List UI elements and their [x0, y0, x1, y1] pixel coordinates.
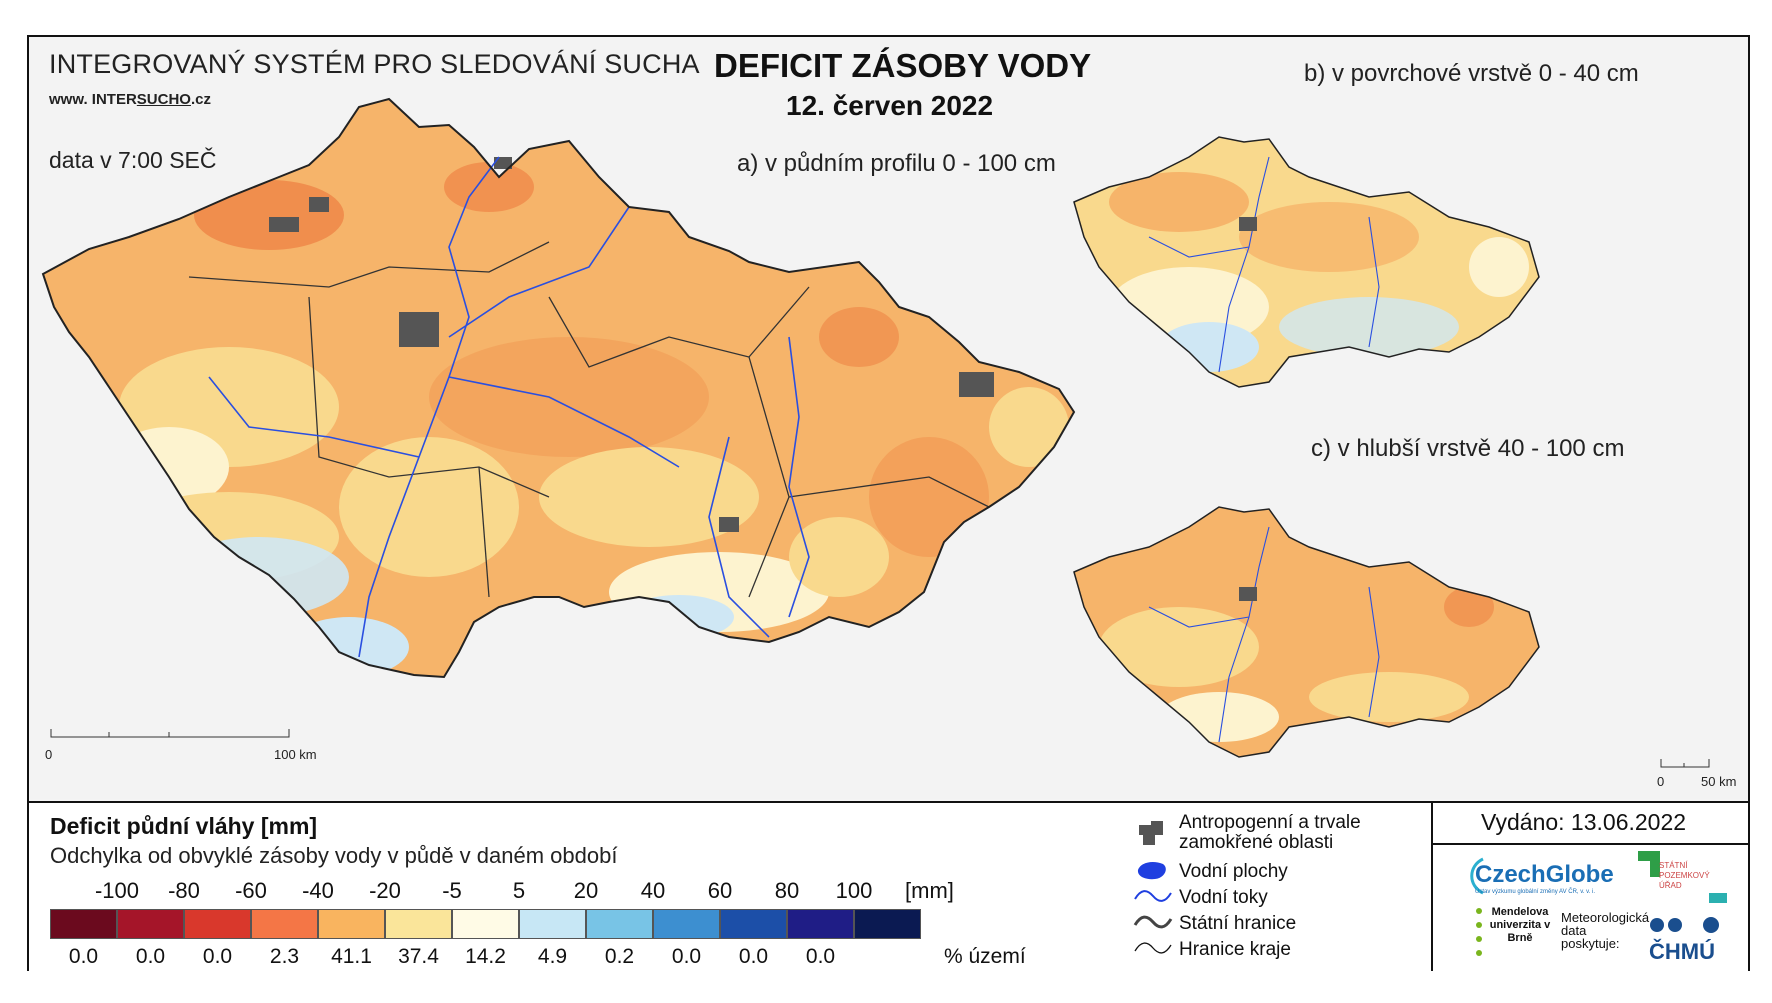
key-region-border: Hranice kraje: [1179, 939, 1291, 960]
data-time: data v 7:00 SEČ: [49, 147, 217, 173]
website-url[interactable]: www. INTERSUCHO.cz: [49, 91, 211, 108]
key-water-bodies: Vodní plochy: [1179, 861, 1288, 882]
legend-tick-label: 40: [640, 878, 666, 903]
legend-tick-label: 100: [835, 878, 873, 903]
spu-logo[interactable]: STÁTNÍ POZEMKOVÝ ÚŘAD: [1659, 861, 1710, 890]
issuer-panel: Vydáno: 13.06.2022 CzechGlobe Ústav výzk…: [1431, 803, 1750, 971]
map-a-total-profile: [42, 98, 1075, 678]
legend-tick-label: -40: [302, 878, 334, 903]
legend-tick-label: -60: [235, 878, 267, 903]
map-b-surface-layer: [1073, 136, 1540, 388]
legend-swatch: [385, 909, 452, 939]
legend-unit: [mm]: [905, 878, 954, 903]
legend-tick-label: -20: [369, 878, 401, 903]
legend-swatch: [586, 909, 653, 939]
percent-unit: % území: [944, 945, 1026, 968]
legend-percentage: 4.9: [537, 945, 568, 968]
figure-frame: INTEGROVANÝ SYSTÉM PRO SLEDOVÁNÍ SUCHA w…: [27, 35, 1750, 971]
scale-small-start: 0: [1657, 774, 1665, 789]
url-part2: SUCHO: [136, 91, 191, 108]
czechglobe-logo[interactable]: CzechGlobe: [1475, 861, 1614, 888]
czechglobe-subtitle: Ústav výzkumu globální změny AV ČR, v. v…: [1475, 889, 1596, 895]
chmu-logo[interactable]: ČHMÚ: [1649, 939, 1715, 964]
legend-swatch: [653, 909, 720, 939]
legend-swatch: [519, 909, 586, 939]
legend-swatch: [50, 909, 117, 939]
main-date: 12. červen 2022: [786, 90, 994, 121]
anthropogenic-area-icon: [1139, 821, 1163, 845]
legend-swatch: [318, 909, 385, 939]
key-anthropogenic-line2: zamokřené oblasti: [1179, 832, 1334, 853]
legend-tick-label: -100: [94, 878, 140, 903]
map-a-label: a) v půdním profilu 0 - 100 cm: [737, 150, 1056, 177]
legend-percentage: 41.1: [331, 945, 372, 968]
scale-small-end: 50 km: [1701, 774, 1737, 789]
meteo-data-provider: Meteorologická data poskytuje:: [1561, 910, 1650, 951]
key-anthropogenic-line1: Antropogenní a trvale: [1179, 812, 1361, 833]
legend-percentage: 37.4: [398, 945, 439, 968]
spu-accent-icon: [1709, 893, 1727, 903]
region-border-icon: [1134, 942, 1172, 954]
legend-percentage: 0.0: [738, 945, 769, 968]
state-border-icon: [1133, 915, 1173, 929]
legend-percentage: 0.0: [202, 945, 233, 968]
legend-percentage: 14.2: [465, 945, 506, 968]
issued-date: Vydáno: 13.06.2022: [1481, 809, 1687, 835]
map-c-deeper-layer: [1073, 506, 1540, 758]
legend-tick-label: 60: [707, 878, 733, 903]
legend-tick-label: 5: [512, 878, 526, 903]
legend-subtitle: Odchylka od obvyklé zásoby vody v půdě v…: [50, 843, 618, 868]
czechglobe-logo-icon: [1470, 857, 1484, 895]
legend-swatch: [184, 909, 251, 939]
legend-tick-label: 20: [573, 878, 599, 903]
legend-swatch: [854, 909, 921, 939]
legend-percentage: 0.0: [805, 945, 836, 968]
legend-percentage: 0.0: [135, 945, 166, 968]
scale-bar-small: [1660, 759, 1710, 768]
key-state-border: Státní hranice: [1179, 913, 1297, 934]
legend-tick-label: -5: [442, 878, 462, 903]
legend-title: Deficit půdní vláhy [mm]: [50, 813, 318, 839]
spu-logo-icon: [1638, 851, 1660, 877]
water-body-icon: [1137, 862, 1166, 880]
legend-tick-label: -80: [168, 878, 200, 903]
legend-percentage: 2.3: [269, 945, 300, 968]
legend-strip: Deficit půdní vláhy [mm] Odchylka od obv…: [29, 801, 1750, 971]
map-c-label: c) v hlubší vrstvě 40 - 100 cm: [1311, 435, 1625, 462]
legend-swatch: [720, 909, 787, 939]
legend-percentage: 0.2: [604, 945, 635, 968]
legend-percentage: 0.0: [68, 945, 99, 968]
map-area: INTEGROVANÝ SYSTÉM PRO SLEDOVÁNÍ SUCHA w…: [29, 37, 1748, 799]
legend-swatch: [117, 909, 184, 939]
mendel-dots-icon: [1476, 908, 1482, 956]
key-streams: Vodní toky: [1179, 887, 1268, 908]
system-title: INTEGROVANÝ SYSTÉM PRO SLEDOVÁNÍ SUCHA: [49, 49, 700, 79]
issued-row: Vydáno: 13.06.2022: [1433, 803, 1750, 845]
url-part1: INTER: [91, 91, 137, 108]
mendel-university-logo[interactable]: Mendelova univerzita v Brně: [1489, 906, 1551, 944]
legend-swatch: [251, 909, 318, 939]
url-prefix: www.: [49, 91, 88, 108]
legend-swatch: [452, 909, 519, 939]
legend-percentage: 0.0: [671, 945, 702, 968]
url-suffix: .cz: [190, 91, 211, 108]
scale-bar-main: [50, 729, 290, 738]
chmu-logo-icon: [1650, 917, 1719, 933]
map-b-label: b) v povrchové vrstvě 0 - 40 cm: [1304, 60, 1639, 87]
key-anthropogenic: Antropogenní a trvale zamokřené oblasti: [1179, 813, 1361, 853]
legend-swatch: [787, 909, 854, 939]
legend-tick-label: 80: [774, 878, 800, 903]
stream-icon: [1134, 890, 1172, 902]
main-title: DEFICIT ZÁSOBY VODY: [714, 47, 1092, 84]
scale-main-end: 100 km: [274, 747, 317, 762]
scale-main-start: 0: [45, 747, 53, 762]
